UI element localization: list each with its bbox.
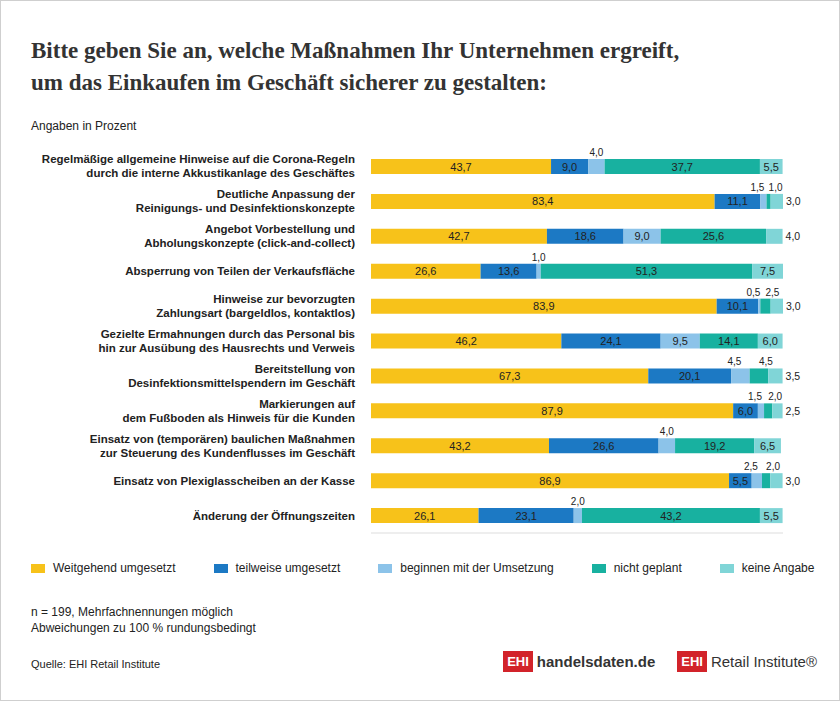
html-text:Abweichungen zu 100 % rundungs: Abweichungen zu 100 % rundungsbedingt <box>31 621 256 635</box>
svg-text:9,5: 9,5 <box>673 335 688 347</box>
svg-text:26,6: 26,6 <box>593 440 614 452</box>
svg-text:Bereitstellung von: Bereitstellung von <box>255 363 355 375</box>
html-text:beginnen mit der Umsetzung: beginnen mit der Umsetzung <box>400 561 554 575</box>
svg-text:43,7: 43,7 <box>450 161 471 173</box>
svg-text:86,9: 86,9 <box>539 475 560 487</box>
svg-text:43,2: 43,2 <box>449 440 470 452</box>
svg-text:26,6: 26,6 <box>415 265 436 277</box>
svg-text:Einsatz von (temporären) bauli: Einsatz von (temporären) baulichen Maßna… <box>90 433 355 445</box>
html-text:keine Angabe: keine Angabe <box>741 561 815 575</box>
svg-text:6,5: 6,5 <box>760 440 775 452</box>
svg-text:7,5: 7,5 <box>760 265 775 277</box>
svg-text:4,5: 4,5 <box>759 356 773 367</box>
svg-text:43,2: 43,2 <box>660 510 681 522</box>
svg-text:Änderung der Öffnungszeiten: Änderung der Öffnungszeiten <box>193 510 355 522</box>
svg-text:4,0: 4,0 <box>786 230 801 242</box>
svg-text:2,5: 2,5 <box>744 461 758 472</box>
html-text:Quelle: EHI Retail Institute: Quelle: EHI Retail Institute <box>31 658 160 670</box>
svg-text:26,1: 26,1 <box>414 510 435 522</box>
html-text:EHI: EHI <box>681 654 703 669</box>
svg-text:5,5: 5,5 <box>764 510 779 522</box>
svg-text:6,0: 6,0 <box>763 335 778 347</box>
svg-text:Desinfektionsmittelspendern im: Desinfektionsmittelspendern im Geschäft <box>128 377 355 389</box>
html-text:handelsdaten.de: handelsdaten.de <box>536 653 656 670</box>
svg-text:24,1: 24,1 <box>600 335 621 347</box>
svg-text:1,5: 1,5 <box>748 391 762 402</box>
html-text:Bitte geben Sie an, welche Maß: Bitte geben Sie an, welche Maßnahmen Ihr… <box>31 38 680 95</box>
svg-text:Hinweise zur bevorzugten: Hinweise zur bevorzugten <box>213 293 355 305</box>
html-text:Angaben in Prozent: Angaben in Prozent <box>31 119 137 133</box>
svg-text:Deutliche Anpassung der: Deutliche Anpassung der <box>217 188 356 200</box>
svg-text:2,5: 2,5 <box>786 405 801 417</box>
svg-text:Angebot Vorbestellung und: Angebot Vorbestellung und <box>205 223 355 235</box>
html-text:Weitgehend umgesetzt: Weitgehend umgesetzt <box>53 561 176 575</box>
svg-text:Absperrung von Teilen der Verk: Absperrung von Teilen der Verkaufsfläche <box>125 265 355 277</box>
svg-text:Abholungskonzepte (click-and-c: Abholungskonzepte (click-and-collect) <box>144 237 355 249</box>
svg-text:1,5: 1,5 <box>751 182 765 193</box>
svg-text:25,6: 25,6 <box>703 230 724 242</box>
svg-text:13,6: 13,6 <box>498 265 519 277</box>
svg-text:83,9: 83,9 <box>533 300 554 312</box>
svg-text:23,1: 23,1 <box>515 510 536 522</box>
svg-text:zur Steuerung des Kundenflusse: zur Steuerung des Kundenflusses im Gesch… <box>100 447 355 459</box>
svg-text:2,5: 2,5 <box>765 287 779 298</box>
svg-text:3,0: 3,0 <box>786 475 801 487</box>
svg-text:10,1: 10,1 <box>727 300 748 312</box>
svg-text:83,4: 83,4 <box>532 195 553 207</box>
svg-text:Gezielte Ermahnungen durch das: Gezielte Ermahnungen durch das Personal … <box>101 328 355 340</box>
svg-text:Regelmäßige allgemeine Hinweis: Regelmäßige allgemeine Hinweise auf die … <box>42 153 355 165</box>
svg-text:9,0: 9,0 <box>562 161 577 173</box>
svg-text:Einsatz von Plexiglasscheiben: Einsatz von Plexiglasscheiben an der Kas… <box>113 475 355 487</box>
svg-text:3,0: 3,0 <box>786 300 801 312</box>
svg-text:37,7: 37,7 <box>672 161 693 173</box>
svg-text:Zahlungsart (bargeldlos, konta: Zahlungsart (bargeldlos, kontaktlos) <box>156 307 355 319</box>
svg-text:hin zur Ausübung des Hausrecht: hin zur Ausübung des Hausrechts und Verw… <box>99 342 355 354</box>
svg-text:5,5: 5,5 <box>764 161 779 173</box>
svg-text:18,6: 18,6 <box>575 230 596 242</box>
html-text:n = 199, Mehrfachnennungen mög: n = 199, Mehrfachnennungen möglich <box>31 605 233 619</box>
svg-text:1,0: 1,0 <box>769 182 783 193</box>
svg-text:4,0: 4,0 <box>660 426 674 437</box>
svg-text:20,1: 20,1 <box>679 370 700 382</box>
svg-text:9,0: 9,0 <box>634 230 649 242</box>
svg-text:5,5: 5,5 <box>733 475 748 487</box>
svg-text:51,3: 51,3 <box>636 265 657 277</box>
svg-text:87,9: 87,9 <box>541 405 562 417</box>
svg-text:0,5: 0,5 <box>746 287 760 298</box>
svg-text:42,7: 42,7 <box>448 230 469 242</box>
html-text:EHI: EHI <box>507 654 529 669</box>
svg-text:14,1: 14,1 <box>718 335 739 347</box>
html-text:teilweise umgesetzt: teilweise umgesetzt <box>235 561 341 575</box>
svg-text:2,0: 2,0 <box>768 391 782 402</box>
svg-text:4,5: 4,5 <box>727 356 741 367</box>
svg-text:3,5: 3,5 <box>786 370 801 382</box>
svg-text:1,0: 1,0 <box>532 252 546 263</box>
svg-text:67,3: 67,3 <box>499 370 520 382</box>
svg-text:3,0: 3,0 <box>786 195 801 207</box>
html-text:Retail Institute®: Retail Institute® <box>710 653 817 670</box>
svg-text:46,2: 46,2 <box>455 335 476 347</box>
svg-text:dem Fußboden als Hinweis für d: dem Fußboden als Hinweis für die Kunden <box>122 412 355 424</box>
svg-text:2,0: 2,0 <box>766 461 780 472</box>
html-text:nicht geplant: nicht geplant <box>613 561 682 575</box>
svg-text:2,0: 2,0 <box>571 496 585 507</box>
svg-text:4,0: 4,0 <box>589 147 603 158</box>
svg-text:11,1: 11,1 <box>727 195 748 207</box>
svg-text:6,0: 6,0 <box>738 405 753 417</box>
svg-text:19,2: 19,2 <box>704 440 725 452</box>
svg-text:Reinigungs- und Desinfektionsk: Reinigungs- und Desinfektionskonzepte <box>136 202 355 214</box>
svg-text:Markierungen auf: Markierungen auf <box>259 398 355 410</box>
svg-text:durch die interne Akkustikanla: durch die interne Akkustikanlage des Ges… <box>86 167 355 179</box>
